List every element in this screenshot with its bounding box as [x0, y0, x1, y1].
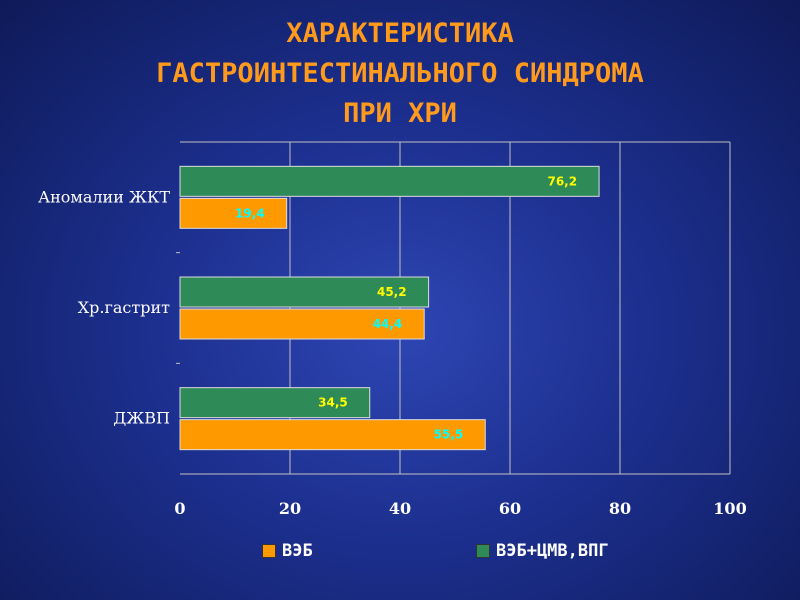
data-label-veb-cmv: 76,2	[547, 174, 577, 188]
bar-veb	[179, 197, 288, 229]
title-line-2: ГАСТРОИНТЕСТИНАЛЬНОГО СИНДРОМА	[156, 58, 644, 89]
title-line-1: ХАРАКТЕРИСТИКА	[286, 18, 514, 49]
legend-item-veb-cmv: ВЭБ+ЦМВ,ВПГ	[476, 541, 609, 561]
bar-veb	[179, 308, 425, 340]
bar-veb-cmv	[179, 165, 600, 197]
x-tick-label: 100	[713, 499, 746, 518]
x-tick-label: 80	[609, 499, 631, 518]
legend-label-veb-cmv: ВЭБ+ЦМВ,ВПГ	[496, 541, 609, 561]
data-label-veb: 55,5	[434, 428, 464, 442]
data-label-veb: 44,4	[373, 317, 403, 331]
x-tick-label: 60	[499, 499, 521, 518]
chart-title: ХАРАКТЕРИСТИКА ГАСТРОИНТЕСТИНАЛЬНОГО СИН…	[0, 14, 800, 134]
bar-veb-cmv	[179, 387, 371, 419]
category-label: Хр.гастрит	[78, 298, 170, 317]
bar-veb-cmv	[179, 276, 430, 308]
category-label: ДЖВП	[113, 409, 170, 428]
title-line-3: ПРИ ХРИ	[343, 98, 457, 129]
legend-swatch-veb	[262, 544, 276, 558]
bar-veb	[179, 419, 486, 451]
legend-swatch-veb-cmv	[476, 544, 490, 558]
data-label-veb: 19,4	[235, 206, 265, 220]
x-tick-label: 20	[279, 499, 301, 518]
category-label: Аномалии ЖКТ	[38, 187, 170, 206]
legend-label-veb: ВЭБ	[282, 541, 313, 561]
x-tick-label: 40	[389, 499, 411, 518]
chart-legend: ВЭБ ВЭБ+ЦМВ,ВПГ	[0, 541, 800, 565]
data-label-veb-cmv: 34,5	[318, 396, 348, 410]
data-label-veb-cmv: 45,2	[377, 285, 407, 299]
legend-item-veb: ВЭБ	[262, 541, 313, 561]
x-tick-label: 0	[174, 499, 185, 518]
